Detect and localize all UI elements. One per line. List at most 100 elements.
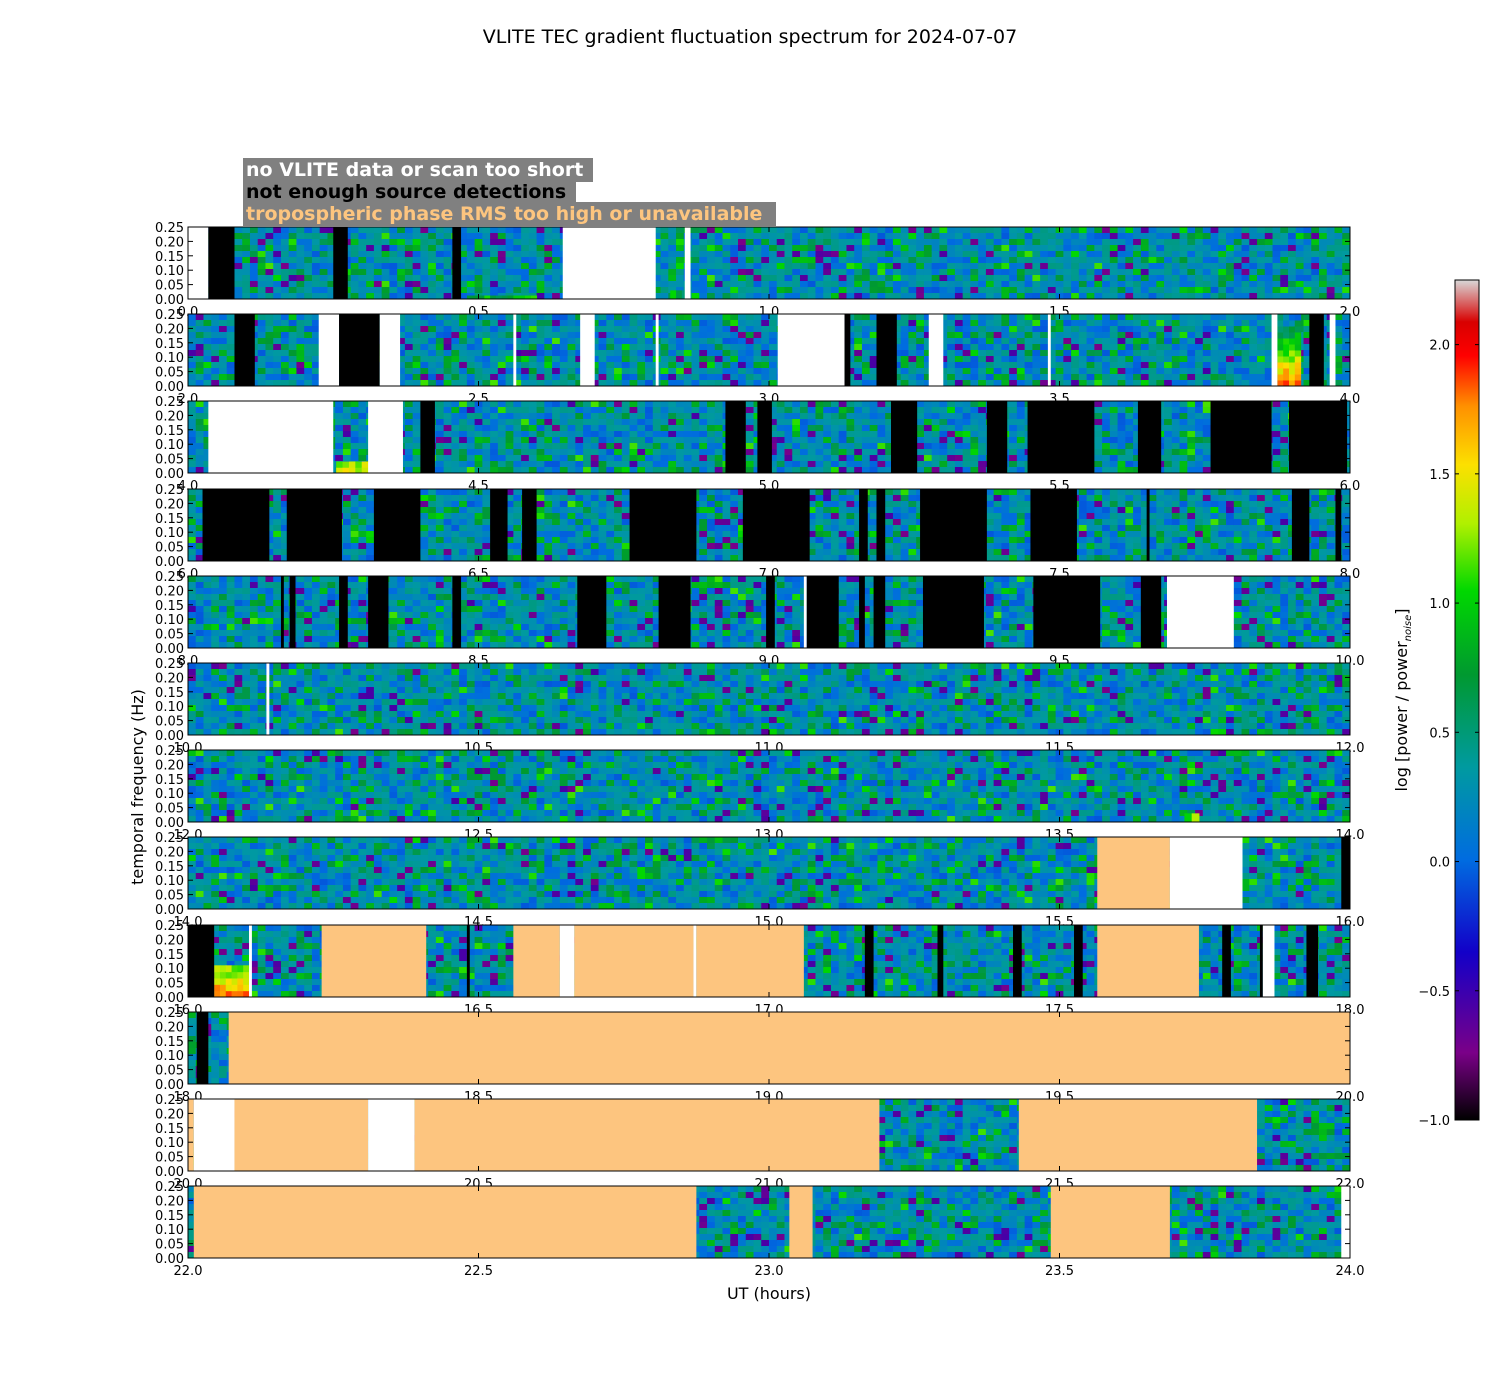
- spectrum-cell: [1047, 344, 1057, 351]
- spectrum-cell: [1264, 374, 1274, 381]
- spectrum-cell: [1140, 275, 1150, 282]
- spectrum-cell: [226, 344, 236, 351]
- spectrum-cell: [908, 275, 917, 282]
- spectrum-cell: [916, 368, 925, 375]
- spectrum-cell: [435, 425, 445, 432]
- spectrum-cell: [288, 380, 298, 386]
- spectrum-cell: [877, 467, 886, 473]
- spectrum-cell: [296, 314, 305, 321]
- spectrum-cell: [1326, 293, 1336, 299]
- spectrum-cell: [846, 281, 855, 288]
- spectrum-cell: [908, 350, 917, 357]
- spectrum-cell: [203, 350, 212, 357]
- spectrum-cell: [490, 332, 499, 339]
- spectrum-cell: [1295, 257, 1305, 264]
- spectrum-cell: [877, 455, 886, 462]
- spectrum-cell: [722, 293, 731, 299]
- spectrum-cell: [699, 455, 708, 462]
- spectrum-cell: [575, 374, 584, 381]
- spectrum-cell: [1249, 245, 1258, 252]
- spectrum-cell: [296, 257, 305, 264]
- spectrum-cell: [1016, 356, 1026, 363]
- spectrum-cell: [823, 281, 832, 288]
- spectrum-cell: [970, 233, 979, 240]
- spectrum-cell: [443, 437, 452, 444]
- spectrum-cell: [1241, 269, 1250, 276]
- spectrum-cell: [807, 275, 817, 282]
- spectrum-cell: [676, 407, 685, 414]
- spectrum-cell: [1102, 263, 1111, 270]
- spectrum-cell: [1202, 269, 1212, 276]
- spectrum-cell: [645, 314, 654, 321]
- spectrum-cell: [691, 362, 700, 369]
- spectrum-cell: [1032, 233, 1041, 240]
- spectrum-cell: [397, 239, 406, 246]
- spectrum-cell: [1024, 251, 1033, 258]
- spectrum-cell: [1342, 356, 1350, 363]
- spectrum-cell: [745, 449, 755, 456]
- spectrum-cell: [1187, 281, 1196, 288]
- spectrum-cell: [598, 326, 607, 333]
- spectrum-cell: [497, 467, 507, 473]
- spectrum-cell: [536, 437, 545, 444]
- spectrum-cell: [257, 257, 267, 264]
- spectrum-cell: [900, 287, 910, 294]
- spectrum-cell: [1086, 239, 1095, 246]
- spectrum-cell: [1295, 263, 1305, 270]
- spectrum-cell: [939, 314, 948, 321]
- spectrum-cell: [1342, 320, 1350, 327]
- spectrum-cell: [1094, 257, 1103, 264]
- spectrum-cell: [188, 413, 197, 420]
- spectrum-cell: [784, 407, 793, 414]
- spectrum-cell: [970, 401, 979, 408]
- spectrum-cell: [1148, 239, 1157, 246]
- spectrum-cell: [544, 239, 553, 246]
- spectrum-cell: [738, 287, 747, 294]
- spectrum-cell: [1264, 257, 1274, 264]
- spectrum-cell: [908, 227, 917, 234]
- spectrum-cell: [838, 269, 848, 276]
- spectrum-cell: [1094, 263, 1103, 270]
- spectrum-cell: [1094, 293, 1103, 299]
- spectrum-cell: [792, 425, 801, 432]
- spectrum-cell: [211, 338, 220, 345]
- spectrum-cell: [614, 455, 623, 462]
- spectrum-cell: [970, 467, 979, 473]
- spectrum-cell: [792, 467, 801, 473]
- spectrum-cell: [203, 320, 212, 327]
- hotspot-cell: [1289, 374, 1296, 381]
- spectrum-cell: [366, 287, 375, 294]
- spectrum-cell: [598, 356, 607, 363]
- spectrum-cell: [1303, 326, 1312, 333]
- spectrum-cell: [699, 281, 708, 288]
- spectrum-cell: [188, 425, 197, 432]
- spectrum-cell: [1117, 332, 1126, 339]
- spectrum-cell: [404, 425, 414, 432]
- spectrum-cell: [1133, 233, 1142, 240]
- spectrum-cell: [528, 350, 538, 357]
- spectrum-cell: [1233, 281, 1243, 288]
- spectrum-cell: [497, 356, 507, 363]
- spectrum-cell: [1288, 293, 1297, 299]
- spectrum-cell: [621, 326, 631, 333]
- spectrum-cell: [505, 320, 514, 327]
- spectrum-cell: [505, 263, 514, 270]
- spectrum-cell: [490, 368, 499, 375]
- spectrum-cell: [1218, 362, 1227, 369]
- y-tick-label: 0.05: [155, 279, 184, 294]
- spectrum-cell: [428, 257, 437, 264]
- spectrum-cell: [900, 380, 910, 386]
- spectrum-cell: [319, 293, 329, 299]
- spectrum-cell: [1109, 281, 1119, 288]
- spectrum-cell: [1326, 227, 1336, 234]
- spectrum-cell: [280, 287, 290, 294]
- spectrum-cell: [288, 350, 298, 357]
- spectrum-cell: [707, 332, 716, 339]
- spectrum-cell: [660, 293, 669, 299]
- spectrum-cell: [1071, 287, 1080, 294]
- spectrum-cell: [869, 251, 879, 258]
- spectrum-cell: [799, 281, 809, 288]
- spectrum-cell: [1148, 275, 1157, 282]
- spectrum-cell: [1156, 239, 1165, 246]
- hotspot-cell: [1294, 314, 1302, 321]
